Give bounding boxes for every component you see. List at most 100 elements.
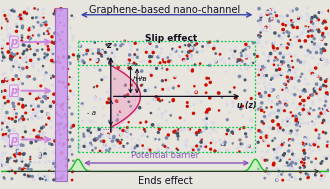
Point xyxy=(181,128,186,131)
Point xyxy=(276,174,281,177)
Point xyxy=(292,153,297,156)
Point xyxy=(322,20,327,23)
Point xyxy=(98,149,103,152)
Point xyxy=(300,99,305,102)
Point xyxy=(301,104,307,107)
Point xyxy=(237,139,243,142)
Point xyxy=(16,97,21,100)
Point xyxy=(13,133,18,136)
Point xyxy=(59,37,64,40)
Point xyxy=(20,82,25,85)
Point xyxy=(54,177,59,180)
Point xyxy=(53,60,58,64)
Point xyxy=(248,109,253,112)
Point xyxy=(172,131,178,134)
Point xyxy=(125,126,130,129)
Point xyxy=(278,52,283,55)
Point xyxy=(28,48,33,51)
Point xyxy=(27,27,33,30)
Point xyxy=(237,150,242,153)
Point xyxy=(280,129,286,132)
Point xyxy=(4,18,9,21)
Point xyxy=(36,68,41,71)
Point xyxy=(42,147,48,150)
Point xyxy=(325,155,330,158)
Point xyxy=(20,26,25,29)
Point xyxy=(60,174,66,177)
Point xyxy=(295,88,301,91)
Point xyxy=(132,53,137,56)
Point xyxy=(171,98,176,101)
Point xyxy=(44,71,49,74)
Point xyxy=(16,102,21,105)
Point xyxy=(39,18,45,21)
Point xyxy=(260,65,265,68)
Point xyxy=(278,111,283,114)
Point xyxy=(64,82,69,85)
Point xyxy=(61,24,67,27)
Point xyxy=(264,40,269,43)
Point xyxy=(86,129,91,132)
Point xyxy=(24,12,30,15)
Point xyxy=(50,35,55,38)
Point xyxy=(9,68,14,71)
Point xyxy=(90,40,96,43)
Point xyxy=(263,170,268,173)
Point xyxy=(150,56,156,59)
Point xyxy=(80,102,85,105)
Point xyxy=(289,55,294,58)
Point xyxy=(1,83,6,86)
Point xyxy=(313,157,318,160)
Point xyxy=(288,38,293,41)
Point xyxy=(290,153,295,156)
Point xyxy=(114,67,119,70)
Point xyxy=(326,9,330,12)
Point xyxy=(282,109,287,112)
Point xyxy=(295,26,300,29)
Point xyxy=(292,71,297,74)
Point xyxy=(204,111,209,114)
Point xyxy=(122,95,127,98)
Point xyxy=(71,53,76,57)
Point xyxy=(315,20,320,23)
Point xyxy=(247,144,252,147)
Point xyxy=(293,160,298,163)
Point xyxy=(57,155,62,158)
Point xyxy=(286,32,291,35)
Point xyxy=(20,105,25,108)
Point xyxy=(300,89,306,92)
Point xyxy=(87,135,93,138)
Point xyxy=(194,131,199,134)
Point xyxy=(41,78,47,81)
Point xyxy=(156,138,162,141)
Point xyxy=(53,8,59,11)
Point xyxy=(248,53,253,56)
Point xyxy=(281,56,286,59)
Point xyxy=(290,20,295,23)
Point xyxy=(259,74,264,77)
Point xyxy=(43,95,48,98)
Point xyxy=(317,171,323,174)
Point xyxy=(294,106,300,109)
Point xyxy=(321,119,326,122)
Point xyxy=(189,48,195,51)
Point xyxy=(46,179,51,182)
Point xyxy=(239,54,244,57)
Point xyxy=(131,51,136,54)
Point xyxy=(267,9,272,12)
Point xyxy=(72,94,77,97)
Point xyxy=(129,148,135,151)
Point xyxy=(237,75,242,78)
Point xyxy=(61,113,67,116)
Point xyxy=(263,91,268,94)
Point xyxy=(124,131,130,134)
Point xyxy=(277,146,282,149)
Point xyxy=(280,170,285,173)
Point xyxy=(326,108,330,111)
Point xyxy=(280,119,286,122)
Point xyxy=(306,30,311,33)
Point xyxy=(36,139,41,142)
Point xyxy=(28,59,33,62)
Point xyxy=(0,155,4,158)
Point xyxy=(53,46,58,49)
